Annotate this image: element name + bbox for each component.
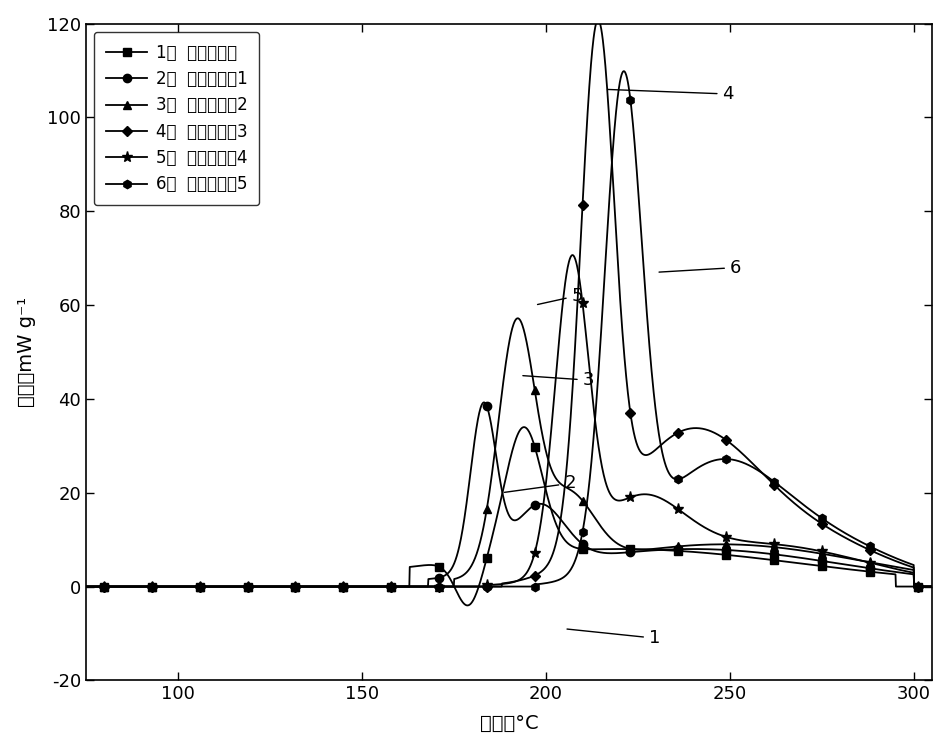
3：  安全电解涵2 xyxy=(492,426,504,435)
5：  安全电解涵4 xyxy=(902,567,914,576)
1：  基准电解涵 xyxy=(462,601,473,610)
5：  安全电解涵4 xyxy=(492,580,504,589)
Legend: 1：  基准电解涵, 2：  安全电解涵1, 3：  安全电解涵2, 4：  安全电解涵3, 5：  安全电解涵4, 6：  安全电解涵5: 1： 基准电解涵, 2： 安全电解涵1, 3： 安全电解涵2, 4： 安全电解涵… xyxy=(94,32,259,205)
Line: 4：  安全电解涵3: 4： 安全电解涵3 xyxy=(86,20,932,586)
4：  安全电解涵3 xyxy=(469,582,481,591)
Text: 5: 5 xyxy=(538,286,583,304)
Line: 2：  安全电解涵1: 2： 安全电解涵1 xyxy=(86,403,932,586)
Text: 3: 3 xyxy=(522,371,594,389)
4：  安全电解涵3 xyxy=(593,16,604,25)
2：  安全电解涵1 xyxy=(492,462,504,471)
4：  安全电解涵3 xyxy=(747,459,758,468)
2：  安全电解涵1 xyxy=(902,569,914,578)
2：  安全电解涵1 xyxy=(469,433,481,442)
6：  安全电解涵5 xyxy=(902,558,914,567)
3：  安全电解涵2 xyxy=(512,314,523,322)
3：  安全电解涵2 xyxy=(469,554,481,562)
Text: 2: 2 xyxy=(504,474,576,492)
1：  基准电解涵 xyxy=(469,591,481,600)
4：  安全电解涵3 xyxy=(926,582,938,591)
5：  安全电解涵4 xyxy=(902,567,914,576)
Line: 1：  基准电解涵: 1： 基准电解涵 xyxy=(86,427,932,605)
5：  安全电解涵4 xyxy=(124,582,135,591)
X-axis label: 温度，°C: 温度，°C xyxy=(480,714,539,734)
1：  基准电解涵 xyxy=(80,582,91,591)
3：  安全电解涵2 xyxy=(902,565,914,574)
4：  安全电解涵3 xyxy=(80,582,91,591)
Y-axis label: 热流，mW g⁻¹: 热流，mW g⁻¹ xyxy=(17,297,36,407)
Line: 3：  安全电解涵2: 3： 安全电解涵2 xyxy=(86,318,932,586)
5：  安全电解涵4 xyxy=(469,582,481,591)
2：  安全电解涵1 xyxy=(902,569,914,578)
1：  基准电解涵 xyxy=(748,554,759,562)
Line: 6：  安全电解涵5: 6： 安全电解涵5 xyxy=(86,71,932,586)
5：  安全电解涵4 xyxy=(747,538,758,547)
2：  安全电解涵1 xyxy=(478,398,489,407)
5：  安全电解涵4 xyxy=(926,582,938,591)
3：  安全电解涵2 xyxy=(902,565,914,574)
4：  安全电解涵3 xyxy=(902,561,914,570)
6：  安全电解涵5 xyxy=(124,582,135,591)
Text: 4: 4 xyxy=(608,85,734,103)
6：  安全电解涵5 xyxy=(469,582,481,591)
3：  安全电解涵2 xyxy=(124,582,135,591)
Text: 1: 1 xyxy=(567,629,660,647)
3：  安全电解涵2 xyxy=(926,582,938,591)
Text: 6: 6 xyxy=(659,259,741,277)
2：  安全电解涵1 xyxy=(926,582,938,591)
5：  安全电解涵4 xyxy=(80,582,91,591)
6：  安全电解涵5 xyxy=(492,582,504,591)
6：  安全电解涵5 xyxy=(80,582,91,591)
4：  安全电解涵3 xyxy=(492,582,504,591)
2：  安全电解涵1 xyxy=(747,548,758,556)
Line: 5：  安全电解涵4: 5： 安全电解涵4 xyxy=(86,255,932,586)
6：  安全电解涵5 xyxy=(926,582,938,591)
1：  基准电解涵 xyxy=(902,582,914,591)
6：  安全电解涵5 xyxy=(747,463,758,472)
5：  安全电解涵4 xyxy=(566,251,578,260)
6：  安全电解涵5 xyxy=(618,67,630,76)
1：  基准电解涵 xyxy=(492,509,504,518)
2：  安全电解涵1 xyxy=(80,582,91,591)
4：  安全电解涵3 xyxy=(124,582,135,591)
1：  基准电解涵 xyxy=(926,582,938,591)
4：  安全电解涵3 xyxy=(902,561,914,570)
1：  基准电解涵 xyxy=(519,422,530,431)
3：  安全电解涵2 xyxy=(80,582,91,591)
1：  基准电解涵 xyxy=(124,582,135,591)
1：  基准电解涵 xyxy=(902,582,914,591)
6：  安全电解涵5 xyxy=(902,559,914,568)
2：  安全电解涵1 xyxy=(124,582,135,591)
3：  安全电解涵2 xyxy=(747,541,758,550)
